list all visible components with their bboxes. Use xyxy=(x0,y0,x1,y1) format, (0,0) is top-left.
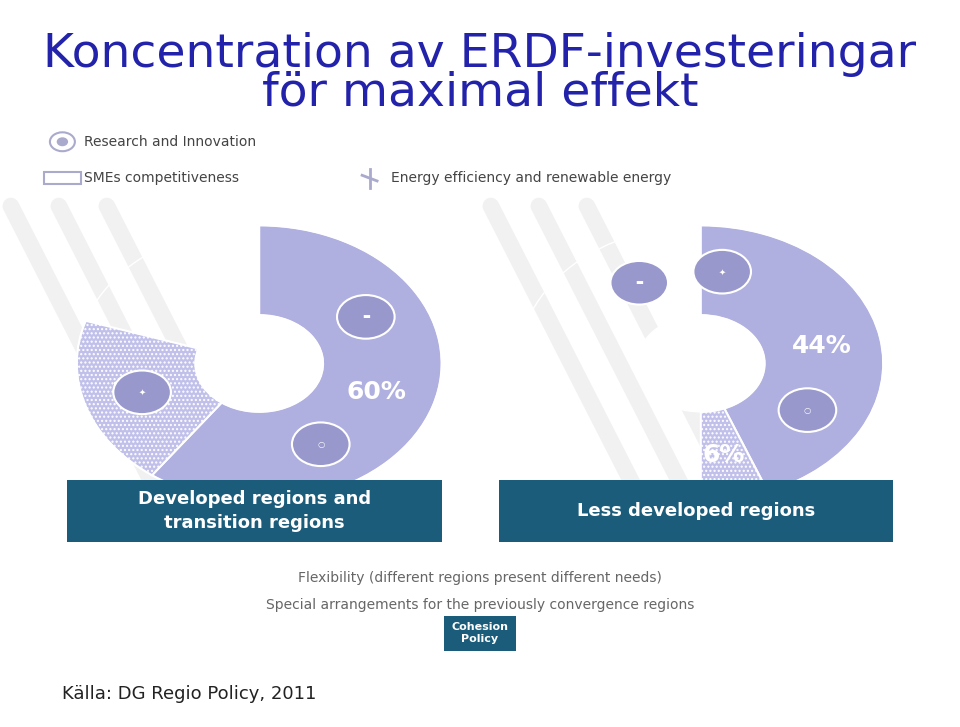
Text: 20%: 20% xyxy=(112,380,172,404)
Text: Källa: DG Regio Policy, 2011: Källa: DG Regio Policy, 2011 xyxy=(62,686,317,703)
Wedge shape xyxy=(701,409,768,502)
Text: Koncentration av ERDF-investeringar: Koncentration av ERDF-investeringar xyxy=(43,32,917,77)
Circle shape xyxy=(779,388,836,432)
Circle shape xyxy=(693,250,751,294)
Text: 6%: 6% xyxy=(703,443,745,467)
Wedge shape xyxy=(701,225,883,492)
Circle shape xyxy=(113,371,171,414)
Text: för maximal effekt: för maximal effekt xyxy=(262,71,698,116)
Circle shape xyxy=(337,295,395,339)
Circle shape xyxy=(292,422,349,466)
Text: Flexibility (different regions present different needs): Flexibility (different regions present d… xyxy=(298,571,662,585)
Text: ▬: ▬ xyxy=(362,313,370,321)
Text: 60%: 60% xyxy=(347,380,406,404)
FancyBboxPatch shape xyxy=(499,480,893,542)
Text: ▬: ▬ xyxy=(636,278,643,287)
Text: ✦: ✦ xyxy=(138,387,146,397)
Text: Developed regions and
transition regions: Developed regions and transition regions xyxy=(138,490,371,531)
FancyBboxPatch shape xyxy=(67,480,442,542)
Circle shape xyxy=(58,138,67,145)
Text: ○: ○ xyxy=(804,406,811,414)
Text: ○: ○ xyxy=(317,440,324,449)
Circle shape xyxy=(636,316,764,411)
Wedge shape xyxy=(77,321,222,475)
Text: Less developed regions: Less developed regions xyxy=(577,502,815,520)
Text: 44%: 44% xyxy=(792,334,852,358)
Text: Research and Innovation: Research and Innovation xyxy=(84,134,255,149)
Text: ✦: ✦ xyxy=(719,268,726,276)
Text: SMEs competitiveness: SMEs competitiveness xyxy=(84,171,238,185)
Text: Special arrangements for the previously convergence regions: Special arrangements for the previously … xyxy=(266,598,694,612)
Circle shape xyxy=(196,316,323,411)
Text: Energy efficiency and renewable energy: Energy efficiency and renewable energy xyxy=(391,171,671,185)
Text: Cohesion
Policy: Cohesion Policy xyxy=(451,622,509,644)
FancyBboxPatch shape xyxy=(444,616,516,651)
Wedge shape xyxy=(152,225,442,502)
Circle shape xyxy=(611,261,668,305)
